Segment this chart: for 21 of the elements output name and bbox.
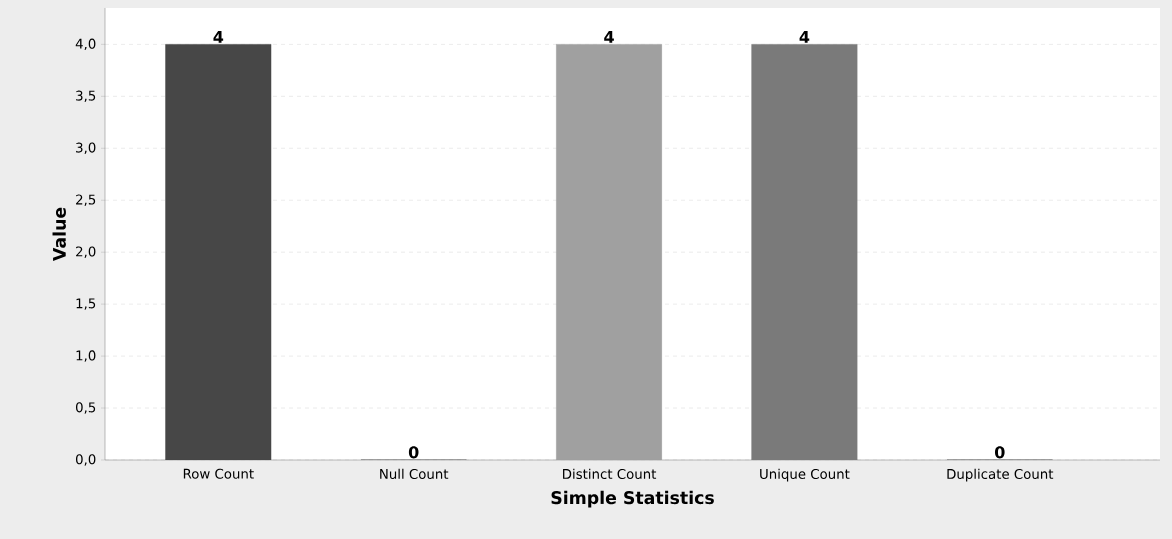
y-tick-label: 4,0 [75, 38, 96, 51]
y-axis-title: Value [52, 207, 66, 262]
x-axis-title: Simple Statistics [551, 490, 714, 508]
y-tick-label: 3,5 [76, 90, 96, 103]
data-label: 4 [213, 31, 224, 43]
y-tick-label: 0,0 [75, 454, 96, 466]
x-tick-label: Row Count [183, 468, 254, 479]
data-label: 0 [995, 446, 1005, 459]
x-tick-label: Unique Count [760, 468, 850, 482]
x-tick-label: Distinct Count [563, 468, 657, 480]
data-label: 4 [799, 31, 810, 43]
y-tick-label: 2,5 [76, 194, 96, 206]
y-tick-label: 2,0 [76, 246, 96, 258]
y-tick-label: 3,0 [76, 142, 96, 154]
x-tick-label: Duplicate Count [947, 468, 1054, 482]
x-tick-label: Null Count [380, 468, 449, 480]
data-label: 0 [408, 446, 419, 459]
y-tick-label: 1,5 [76, 298, 96, 310]
y-tick-label: 0,5 [75, 402, 96, 414]
data-label: 4 [604, 31, 614, 43]
y-tick-label: 1,0 [76, 350, 96, 362]
